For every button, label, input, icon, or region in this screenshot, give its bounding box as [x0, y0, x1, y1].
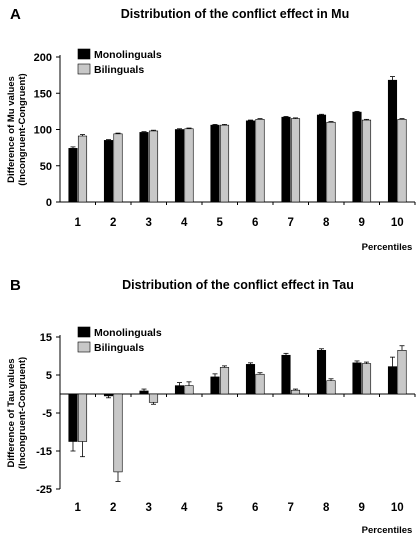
panel-a-category-label: 5 [217, 217, 224, 229]
panel-a-legend-swatch-monolinguals [77, 48, 91, 60]
panel-a-bar-monolinguals [68, 148, 78, 203]
panel-a-category-label: 8 [323, 217, 330, 229]
panel-a-bar-bilinguals [361, 119, 372, 203]
panel-b-bar-monolinguals [245, 364, 256, 395]
panel-b-y-tick-label: -5 [42, 408, 52, 420]
panel-b-bar-monolinguals [210, 376, 220, 395]
panel-b-legend-swatch-bilinguals [77, 341, 91, 353]
panel-a-y-tick-label: 50 [40, 161, 52, 173]
panel-b-chart: B Distribution of the conflict effect in … [6, 277, 416, 536]
panel-a-bar-bilinguals [184, 128, 194, 203]
panel-a-category-label: 3 [146, 217, 152, 229]
panel-a-letter: A [10, 6, 21, 23]
panel-b-legend-label-bilinguals: Bilinguals [94, 342, 144, 354]
panel-b-category-label: 1 [75, 502, 82, 514]
panel-b-bar-bilinguals [184, 385, 194, 395]
panel-b-bar-bilinguals [255, 373, 265, 395]
panel-b-bar-monolinguals [103, 393, 114, 397]
panel-a-bar-bilinguals [113, 133, 123, 203]
panel-a-category-label: 9 [359, 217, 365, 229]
panel-a-bar-monolinguals [281, 116, 291, 203]
panel-a-category-label: 10 [391, 217, 404, 229]
panel-a-chart: A Distribution of the conflict effect in … [6, 6, 416, 253]
panel-a-bar-bilinguals [148, 130, 159, 203]
panel-a-legend-label-monolinguals: Monolinguals [94, 49, 162, 61]
panel-b-category-label: 5 [217, 502, 224, 514]
panel-b-ylabel-line1: Difference of Tau values [6, 358, 17, 467]
panel-a-category-label: 1 [75, 217, 82, 229]
panel-b-category-label: 4 [181, 502, 188, 514]
panel-a-bar-bilinguals [77, 135, 88, 203]
panel-a-ylabel-line1: Difference of Mu values [6, 76, 17, 183]
panel-b-y-tick-label: 5 [46, 370, 52, 382]
panel-a-bar-bilinguals [290, 118, 301, 203]
panel-a-bar-bilinguals [326, 121, 336, 203]
panel-b-bar-monolinguals [281, 354, 291, 395]
panel-b-bar-monolinguals [68, 393, 78, 442]
panel-b-bar-monolinguals [174, 385, 185, 395]
panel-a-bar-monolinguals [316, 114, 327, 203]
panel-a-y-tick-label: 200 [34, 52, 52, 64]
panel-b-bar-bilinguals [113, 393, 123, 473]
panel-a-y-tick-label: 0 [46, 197, 52, 209]
panel-b-category-label: 2 [110, 502, 116, 514]
panel-b-category-label: 8 [323, 502, 330, 514]
panel-b-bar-monolinguals [352, 362, 362, 395]
panel-b-xlabel: Percentiles [362, 525, 413, 536]
panel-a-bar-monolinguals [352, 111, 362, 203]
panel-b-y-tick-label: -15 [36, 446, 52, 458]
panel-a-legend-swatch-bilinguals [77, 63, 91, 75]
panel-a-ylabel-line2: (Incongruent-Congruent) [17, 73, 28, 185]
panel-a-category-label: 2 [110, 217, 116, 229]
panel-b-legend-swatch-monolinguals [77, 326, 91, 338]
panel-a-bar-monolinguals [139, 132, 149, 203]
panel-b-category-label: 9 [359, 502, 365, 514]
panel-a-bar-monolinguals [174, 129, 185, 203]
panel-b-bar-bilinguals [219, 367, 230, 395]
panel-a-y-tick-label: 150 [34, 88, 52, 100]
panel-b-bar-bilinguals [397, 349, 407, 395]
panel-b-letter: B [10, 277, 21, 294]
panel-a-bar-bilinguals [397, 119, 407, 203]
panel-b-legend-label-monolinguals: Monolinguals [94, 327, 162, 339]
panel-b-bar-monolinguals [139, 390, 149, 395]
panel-b-bar-bilinguals [290, 389, 301, 395]
panel-b-category-label: 10 [391, 502, 404, 514]
panel-b-bar-monolinguals [387, 366, 398, 395]
panel-a-category-label: 7 [288, 217, 294, 229]
panel-b-category-label: 3 [146, 502, 152, 514]
panel-b-title: Distribution of the conflict effect in T… [122, 278, 354, 292]
panel-a-y-tick-label: 100 [34, 125, 52, 137]
panel-a-xlabel: Percentiles [362, 242, 413, 253]
panel-a-category-label: 6 [252, 217, 258, 229]
panel-a-legend-label-bilinguals: Bilinguals [94, 64, 144, 76]
panel-b-bar-bilinguals [148, 393, 159, 403]
panel-b-category-label: 6 [252, 502, 258, 514]
panel-b-bar-monolinguals [316, 349, 327, 395]
panel-a-bar-monolinguals [103, 140, 114, 203]
panel-a-bar-bilinguals [219, 124, 230, 203]
panel-b-bar-bilinguals [361, 363, 372, 395]
panel-a-category-label: 4 [181, 217, 188, 229]
panel-b-category-label: 7 [288, 502, 294, 514]
panel-b-bar-bilinguals [326, 380, 336, 395]
panel-a-bar-monolinguals [387, 79, 398, 203]
panel-b-y-tick-label: -25 [36, 484, 52, 496]
panel-b-y-tick-label: 15 [40, 332, 52, 344]
panel-a-bar-monolinguals [210, 124, 220, 203]
panel-b-ylabel-line2: (Incongruent-Congruent) [17, 357, 28, 469]
panel-b-bar-bilinguals [77, 393, 88, 442]
panel-a-bar-bilinguals [255, 119, 265, 203]
panel-a-title: Distribution of the conflict effect in M… [121, 7, 349, 21]
panel-a-bar-monolinguals [245, 120, 256, 203]
